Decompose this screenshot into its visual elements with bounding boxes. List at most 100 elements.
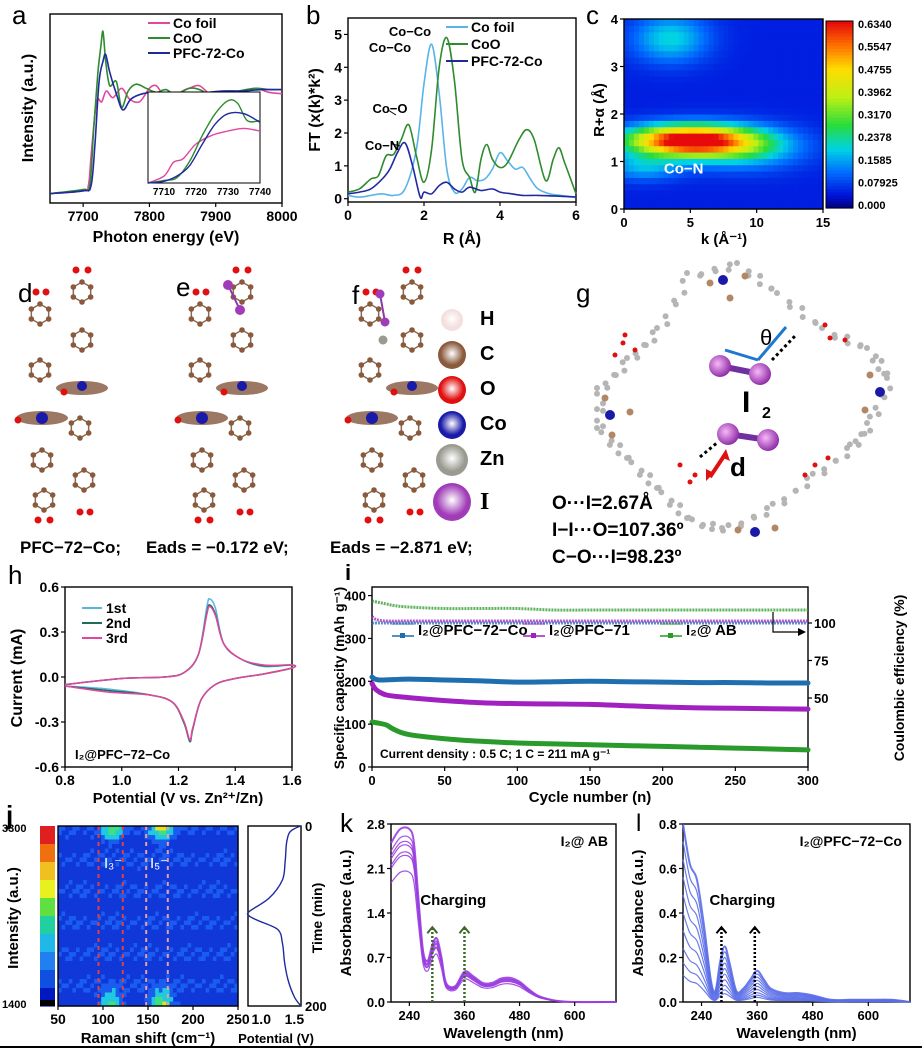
raman-cell [68,875,73,881]
heatmap-cell [773,107,779,115]
heatmap-cells [624,19,824,210]
heatmap-cell [638,50,645,58]
raman-cell [223,952,228,958]
heatmap-cell [673,202,680,210]
heatmap-cell [793,177,799,185]
oxygen-atom [842,337,848,343]
raman-cell [180,857,185,863]
colorbar-segment [826,161,853,165]
raman-cell [194,839,199,845]
cobalt-atom [77,381,87,391]
oxygen-atom [364,516,372,524]
raman-cell [94,884,99,890]
framework-atom [867,427,874,434]
raman-cell [72,992,77,998]
heatmap-cell [653,133,660,140]
raman-cell [234,893,239,899]
raman-cell [58,1001,63,1007]
heatmap-cell [723,190,730,197]
heatmap-cell [624,95,630,102]
raman-cell [151,947,156,953]
heatmap-cell [708,171,715,178]
heatmap-cell [648,120,655,128]
raman-cell [101,830,106,836]
heatmap-cell [688,107,695,115]
heatmap-cell [743,202,749,210]
heatmap-cell [768,76,774,83]
raman-cell [130,925,135,931]
raman-cell [180,826,185,832]
heatmap-cell [758,107,764,115]
raman-cell [58,911,63,917]
heatmap-cell [653,145,660,153]
structure-d [14,266,108,524]
raman-cell [72,848,77,854]
raman-cell [151,970,156,976]
heatmap-cell [683,120,690,128]
raman-cell [133,947,138,953]
heatmap-cell [803,190,809,197]
raman-cell [184,961,189,967]
heatmap-cell [758,183,764,191]
heatmap-cell [624,158,630,166]
heatmap-cell [688,171,695,178]
carbon-atom [249,482,256,488]
raman-cell [115,979,120,985]
raman-cell [144,862,149,868]
legend-label: Co foil [173,15,217,31]
raman-cell [58,893,63,899]
raman-cell [68,916,73,922]
heatmap-cell [633,126,640,134]
carbon-atom [70,284,77,290]
heatmap-cell [808,133,814,140]
heatmap-cell [748,25,754,33]
heatmap-cell [788,171,794,178]
raman-cell [94,920,99,926]
raman-cell [223,889,228,895]
heatmap-cell [733,114,740,121]
raman-cell [162,925,167,931]
heatmap-cell [758,202,764,210]
raman-cell [180,893,185,899]
heatmap-cell [683,152,690,159]
raman-cell [97,857,102,863]
heatmap-cell [748,133,754,140]
raman-cell [151,965,156,971]
carbon-atom [241,467,247,473]
oxygen-atom [692,472,698,478]
raman-cell [140,871,145,877]
heatmap-cell [643,158,650,166]
raman-cell [148,898,153,904]
heatmap-cell [703,152,710,159]
raman-cell [184,974,189,980]
raman-cell [104,974,109,980]
colorbar-min [40,1000,55,1006]
heatmap-cell [783,63,789,71]
raman-cell [94,893,99,899]
raman-cell [151,830,156,836]
raman-cell [65,961,70,967]
raman-cell [198,866,203,872]
heatmap-cell [673,76,680,83]
raman-cell [234,947,239,953]
heatmap-cell [778,202,784,210]
raman-cell [209,934,214,940]
heatmap-cell [628,202,635,210]
heatmap-cell [773,95,779,102]
raman-cell [158,884,163,890]
heatmap-cell [633,31,640,39]
raman-cell [158,862,163,868]
raman-cell [112,992,117,998]
raman-cell [227,902,232,908]
heatmap-cell [633,57,640,64]
raman-cell [119,938,124,944]
heatmap-cell [718,126,725,134]
heatmap-cell [798,63,804,71]
raman-cell [72,938,77,944]
raman-cell [68,844,73,850]
raman-cell [205,961,210,967]
oxygen-atom [414,266,422,274]
raman-cell [169,875,174,881]
heatmap-cell [773,177,779,185]
